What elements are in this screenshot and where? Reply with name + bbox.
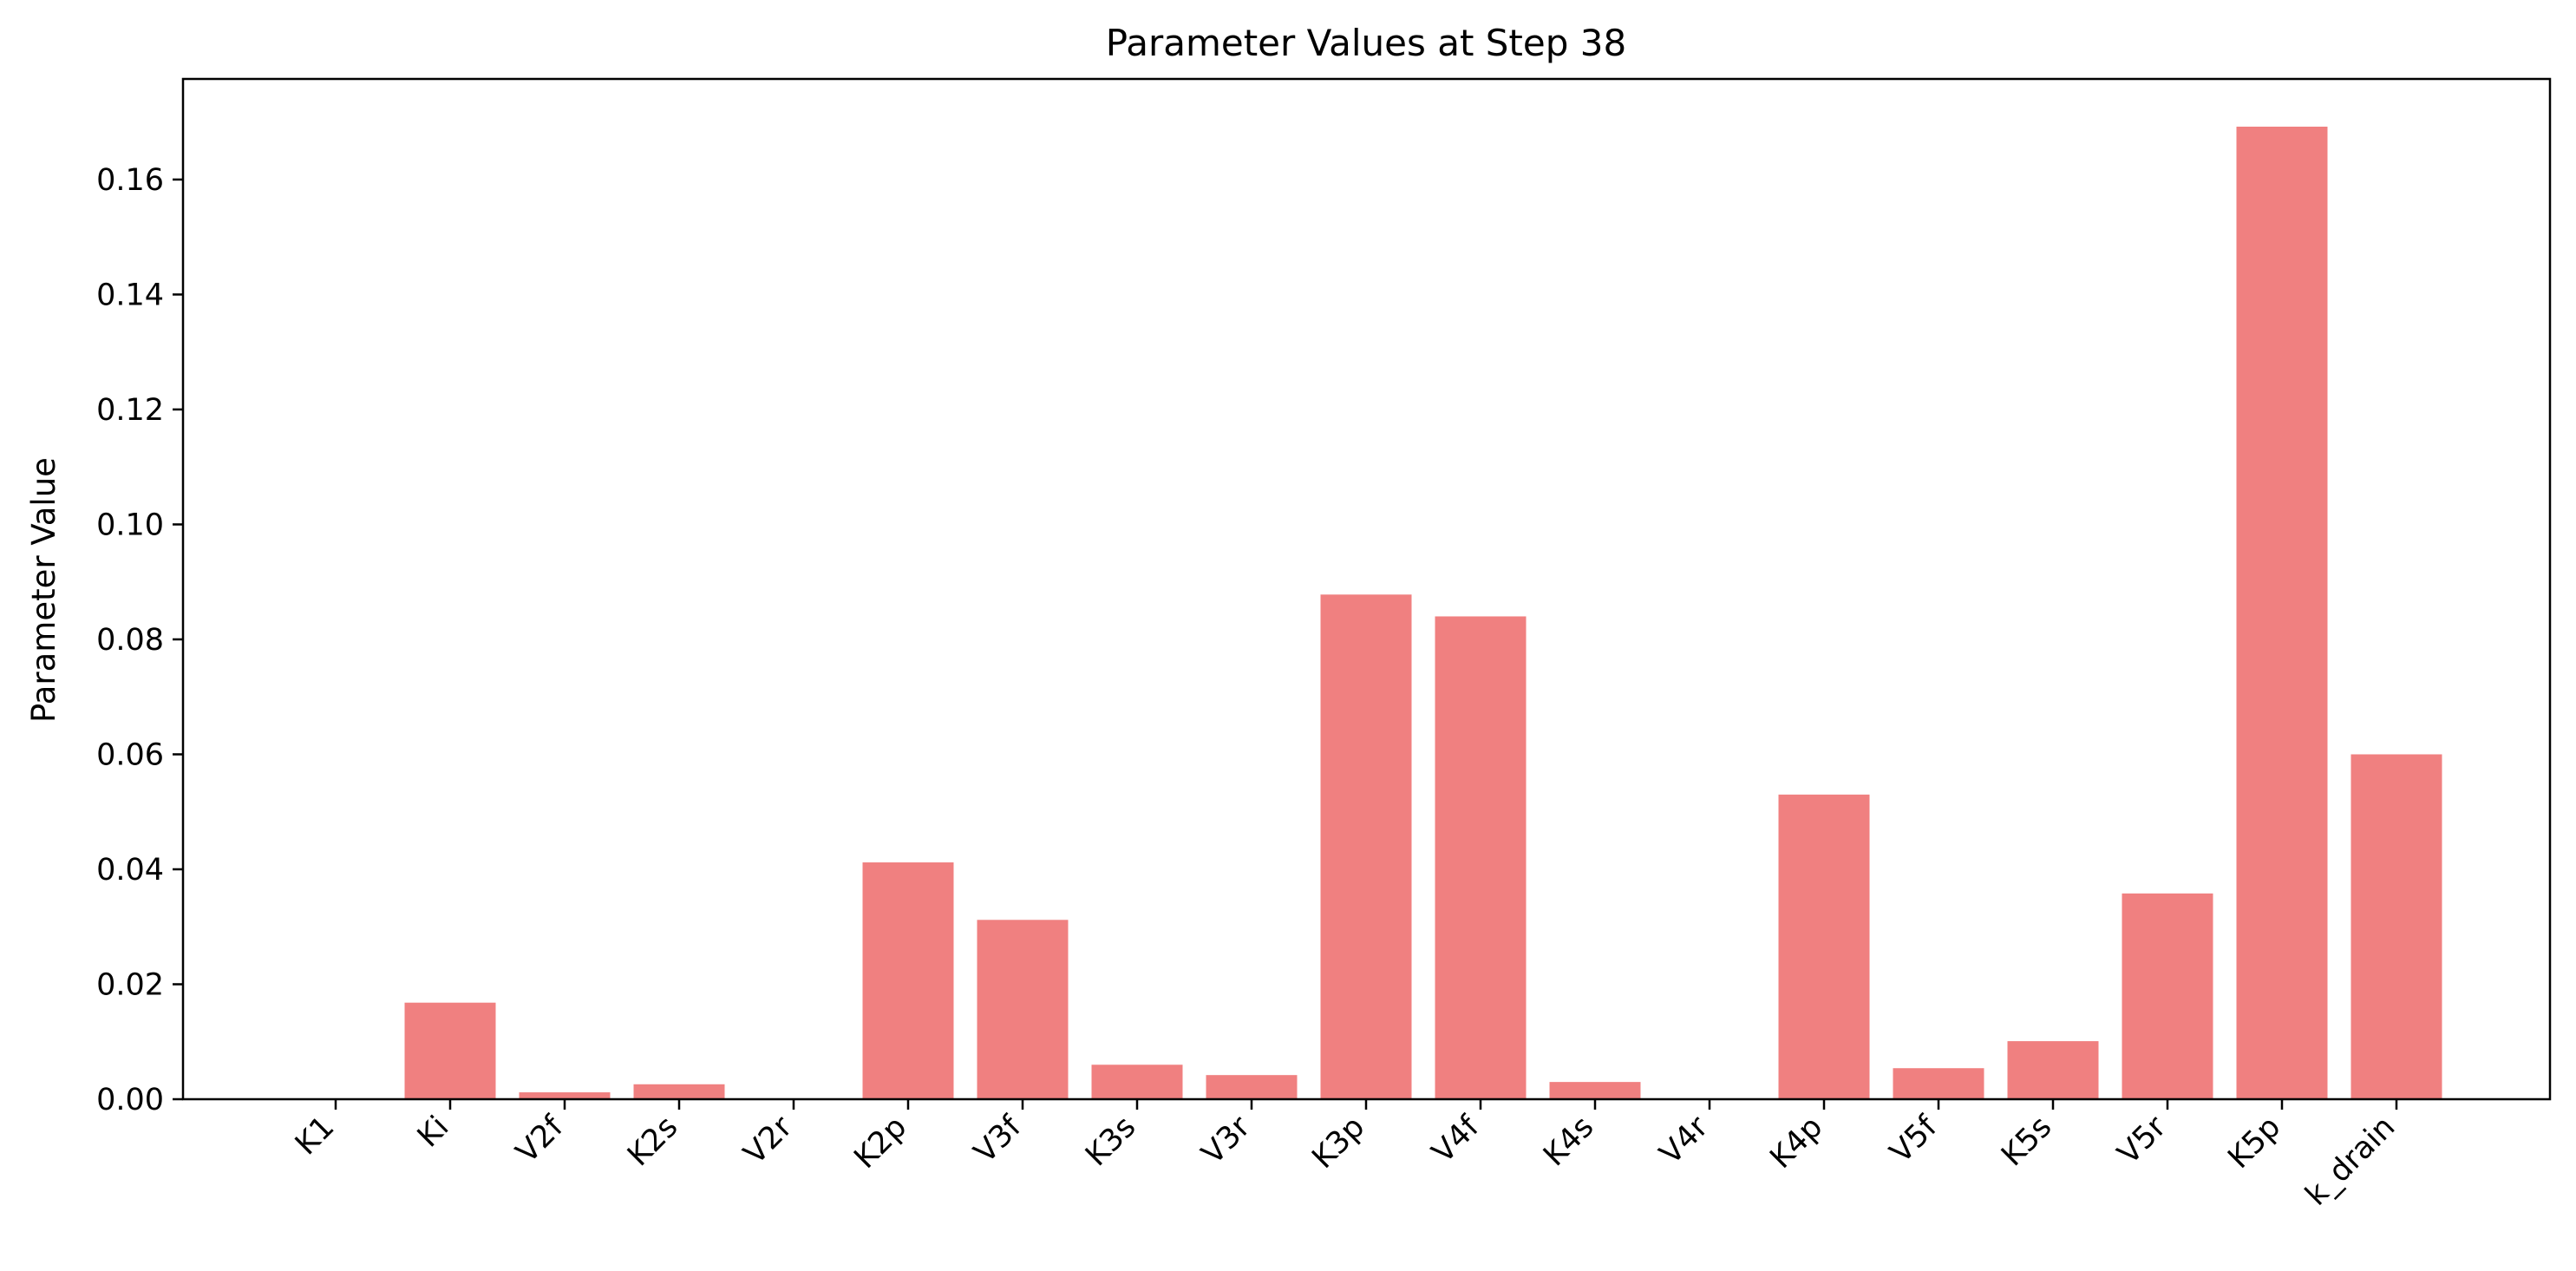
bar xyxy=(1549,1082,1641,1099)
x-tick-label: K4s xyxy=(1537,1110,1600,1173)
x-tick-label: K3s xyxy=(1079,1110,1142,1173)
x-tick-label: K2p xyxy=(847,1110,913,1176)
bar xyxy=(977,920,1069,1099)
x-tick-label: V3f xyxy=(968,1110,1029,1170)
y-tick-label: 0.10 xyxy=(96,508,164,542)
y-tick-label: 0.04 xyxy=(96,853,164,888)
y-axis: 0.00 0.02 0.04 0.06 0.08 0.10 0.12 0.14 0.16 xyxy=(96,163,183,1117)
bar xyxy=(404,1002,496,1099)
x-tick-label: V5f xyxy=(1884,1110,1945,1170)
bar xyxy=(2122,893,2213,1099)
x-tick-label: V4f xyxy=(1426,1110,1487,1170)
plot-frame xyxy=(181,77,2552,1101)
y-axis-label: Parameter Value xyxy=(25,457,62,723)
y-tick-label: 0.16 xyxy=(96,163,164,198)
bar xyxy=(2350,754,2442,1099)
x-tick-label: V3r xyxy=(1195,1110,1258,1172)
x-tick-label: K4p xyxy=(1763,1110,1829,1176)
x-tick-label: k_drain xyxy=(2299,1110,2403,1213)
chart-title: Parameter Values at Step 38 xyxy=(1106,22,1626,64)
x-tick-label: K2s xyxy=(621,1110,684,1173)
x-tick-label: K5s xyxy=(1995,1110,2058,1173)
bar xyxy=(2236,126,2328,1099)
bar xyxy=(2007,1041,2099,1099)
x-tick-label: V2f xyxy=(510,1110,571,1170)
y-tick-label: 0.08 xyxy=(96,623,164,658)
x-tick-label: K5p xyxy=(2221,1110,2287,1176)
bar xyxy=(519,1092,611,1099)
bar xyxy=(1778,794,1870,1099)
bar xyxy=(1320,594,1412,1099)
y-tick-label: 0.06 xyxy=(96,737,164,772)
bar xyxy=(1893,1068,1984,1099)
bar xyxy=(1206,1075,1298,1099)
x-tick-label: K1 xyxy=(289,1110,341,1162)
y-tick-label: 0.14 xyxy=(96,278,164,312)
y-tick-label: 0.02 xyxy=(96,967,164,1002)
x-axis: K1 Ki V2f K2s V2r K2p V3f K3s V3r K3p V4f K4s V4r K4p… xyxy=(289,1099,2402,1213)
x-tick-label: Ki xyxy=(411,1110,455,1154)
bar xyxy=(633,1084,725,1099)
bar xyxy=(862,862,954,1099)
bar xyxy=(1435,616,1527,1099)
x-tick-label: V2r xyxy=(737,1110,800,1172)
x-tick-label: K3p xyxy=(1305,1110,1371,1176)
y-tick-label: 0.12 xyxy=(96,393,164,428)
y-tick-label: 0.00 xyxy=(96,1083,164,1117)
x-tick-label: V4r xyxy=(1653,1110,1716,1172)
bar xyxy=(1091,1065,1183,1099)
x-tick-label: V5r xyxy=(2111,1110,2174,1172)
bars xyxy=(404,126,2442,1099)
